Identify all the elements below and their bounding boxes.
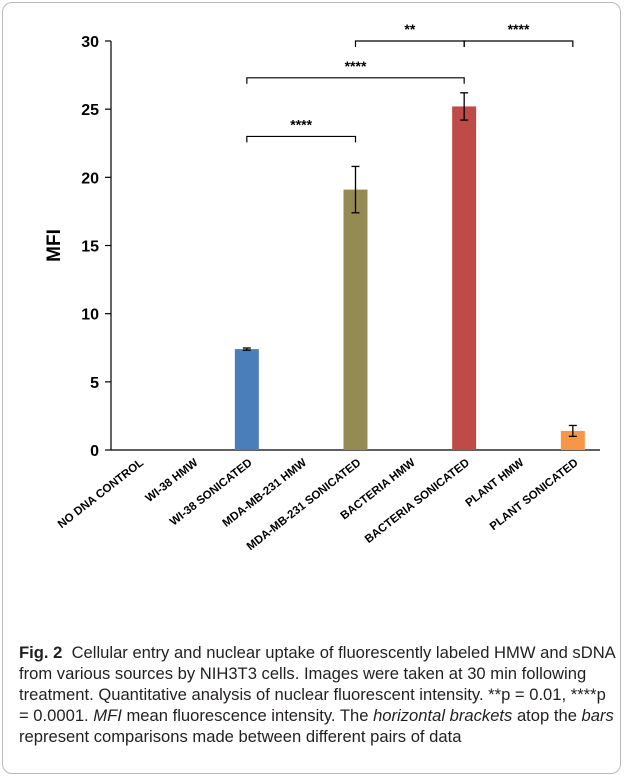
- y-tick-label: 0: [90, 443, 99, 460]
- x-tick-label: WI-38 HMW: [144, 457, 201, 505]
- bar: [234, 349, 259, 450]
- x-tick-label: NO DNA CONTROL: [56, 457, 146, 531]
- significance-bracket: [246, 135, 357, 143]
- caption-text: represent comparisons made between diffe…: [19, 727, 462, 746]
- y-tick-label: 30: [81, 34, 99, 51]
- caption-abbr: MFI: [93, 706, 122, 725]
- y-tick-label: 5: [90, 375, 99, 392]
- bar: [560, 430, 585, 450]
- y-tick-label: 10: [81, 307, 99, 324]
- caption-text: atop the: [512, 706, 582, 725]
- significance-label: ****: [345, 58, 367, 74]
- significance-label: ****: [508, 21, 530, 37]
- y-tick-label: 20: [81, 170, 99, 187]
- significance-bracket: [354, 40, 465, 47]
- bar: [452, 106, 477, 450]
- caption-emphasis: bars: [581, 706, 614, 725]
- x-tick-label: MDA-MB-231 SONICATED: [245, 457, 363, 553]
- y-tick-label: 15: [81, 239, 99, 256]
- caption-text: mean fluorescence intensity. The: [121, 706, 374, 725]
- caption-emphasis: horizontal brackets: [373, 706, 513, 725]
- x-tick-label: BACTERIA SONICATED: [363, 457, 472, 546]
- bar: [343, 189, 368, 450]
- figure-caption: Fig. 2 Cellular entry and nuclear uptake…: [19, 642, 615, 747]
- y-axis-label: MFI: [44, 229, 65, 262]
- significance-bracket: [246, 77, 465, 84]
- significance-bracket: [463, 40, 574, 47]
- y-tick-label: 25: [81, 102, 99, 119]
- significance-label: **: [404, 21, 415, 37]
- figure-label: Fig. 2: [19, 643, 63, 662]
- significance-label: ****: [290, 116, 312, 132]
- caption-text: Cellular entry and nuclear uptake of flu…: [19, 643, 615, 725]
- x-tick-label: PLANT SONICATED: [488, 457, 581, 533]
